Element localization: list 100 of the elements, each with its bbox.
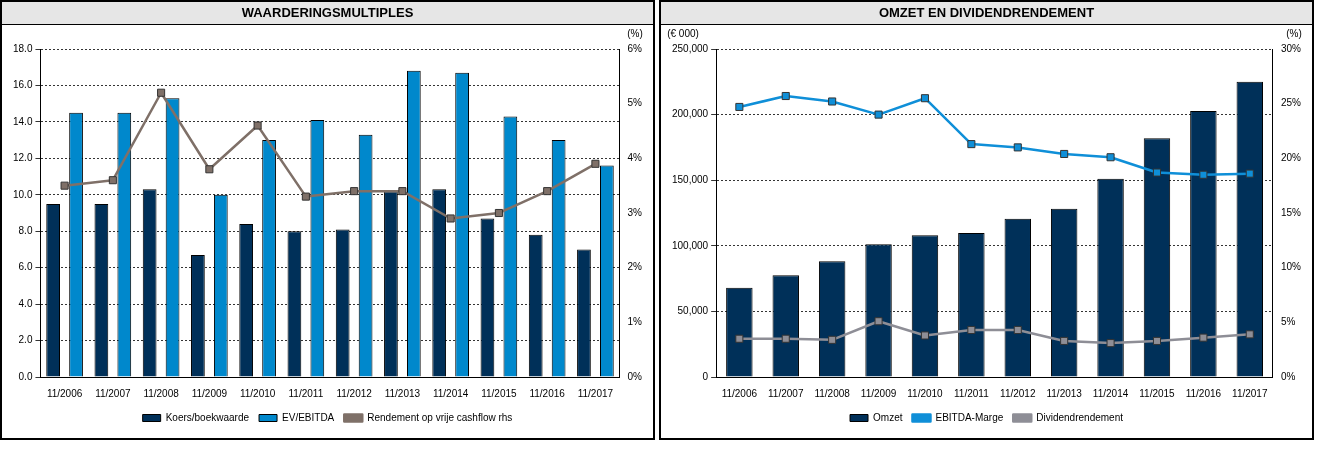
point [1245,169,1254,178]
point [446,214,455,223]
y2-tick-label: 15% [1280,206,1302,218]
y2-tick-label: 5% [627,97,643,109]
point [591,159,600,168]
chart-title: OMZET EN DIVIDENDRENDEMENT [661,2,1312,25]
y2-tick-label: 0% [1280,370,1296,382]
point [828,335,837,344]
y-tick-label: 8.0 [18,224,33,236]
x-tick-label: 11/2007 [95,387,131,399]
point [1013,325,1022,335]
x-tick-label: 11/2007 [768,387,804,399]
legend-label: Omzet [873,411,903,423]
point [920,331,929,340]
x-tick-label: 11/2008 [143,387,180,399]
y-tick-label: 150,000 [671,173,709,185]
y-tick-label: 12.0 [12,152,33,164]
y2-tick-label: 25% [1280,97,1302,109]
y-tick-label: 16.0 [12,79,33,91]
y-tick-label: 0 [702,370,709,382]
x-tick-label: 11/2006 [721,387,758,399]
point [1060,149,1069,158]
y2-tick-label: 1% [627,316,643,328]
point [874,110,883,119]
x-tick-label: 11/2012 [336,387,373,399]
legend-label: Dividendrendement [1036,411,1124,423]
y2-tick-label: 2% [627,261,643,273]
x-tick-label: 11/2009 [191,387,228,399]
y-tick-label: 200,000 [671,108,709,120]
y2-tick-label: 0% [627,370,643,382]
point [967,325,976,335]
point [735,102,744,111]
x-tick-label: 11/2009 [860,387,897,399]
y-tick-label: 18.0 [12,42,33,54]
x-tick-label: 11/2011 [954,387,990,399]
point [781,91,790,101]
y-tick-label: 14.0 [12,115,33,127]
y-tick-label: 2.0 [18,334,33,346]
point [1106,339,1115,348]
x-tick-label: 11/2016 [529,387,566,399]
y2-tick-label: 30% [1280,42,1302,54]
x-tick-label: 11/2008 [814,387,851,399]
point [301,192,310,201]
y2-axis-title: (%) [627,27,643,39]
point [967,140,976,149]
y-tick-label: 4.0 [18,297,33,309]
x-tick-label: 11/2012 [1000,387,1036,399]
y-tick-label: 250,000 [671,42,709,54]
point [1199,170,1208,179]
point [1199,333,1208,342]
point [157,88,166,97]
x-tick-label: 11/2014 [1092,387,1129,399]
point [735,334,744,343]
x-tick-label: 11/2017 [1232,387,1268,399]
x-tick-label: 11/2015 [1139,387,1176,399]
y-tick-label: 100,000 [671,239,709,251]
x-tick-label: 11/2011 [288,387,324,399]
y2-tick-label: 10% [1280,261,1302,273]
x-tick-label: 11/2006 [46,387,83,399]
point [874,317,883,326]
y2-axis-title: (%) [1286,27,1302,39]
legend-label: Rendement op vrije cashflow rhs [367,411,513,423]
x-tick-label: 11/2010 [907,387,944,399]
y2-tick-label: 3% [627,206,643,218]
point [1013,143,1022,152]
y2-tick-label: 6% [627,42,643,54]
y2-tick-label: 20% [1280,152,1302,164]
point [1245,330,1254,339]
y2-tick-label: 5% [1280,316,1296,328]
x-tick-label: 11/2013 [384,387,421,399]
y2-tick-label: 4% [627,152,643,164]
y-tick-label: 10.0 [12,188,33,200]
point [1152,168,1162,177]
point [398,187,407,196]
point [60,181,69,190]
point [108,176,117,185]
legend-label: EV/EBITDA [282,411,335,423]
point [543,187,552,196]
y-tick-label: 50,000 [677,305,709,317]
point [1106,153,1115,162]
point [828,97,837,106]
point [494,208,503,218]
point [781,334,790,343]
y-tick-label: 6.0 [18,261,33,273]
point [1060,336,1069,345]
point [1152,336,1162,345]
x-tick-label: 11/2017 [577,387,614,399]
x-tick-label: 11/2010 [239,387,276,399]
point [205,165,214,174]
legend-label: Koers/boekwaarde [165,411,250,423]
point [350,187,359,196]
point [253,121,262,130]
point [920,94,929,103]
x-tick-label: 11/2014 [432,387,469,399]
legend-label: EBITDA-Marge [935,411,1004,423]
x-tick-label: 11/2016 [1185,387,1222,399]
chart-title: WAARDERINGSMULTIPLES [2,2,653,25]
y-tick-label: 0.0 [18,370,33,382]
x-tick-label: 11/2013 [1046,387,1083,399]
y-axis-title: (€ 000) [667,27,699,39]
